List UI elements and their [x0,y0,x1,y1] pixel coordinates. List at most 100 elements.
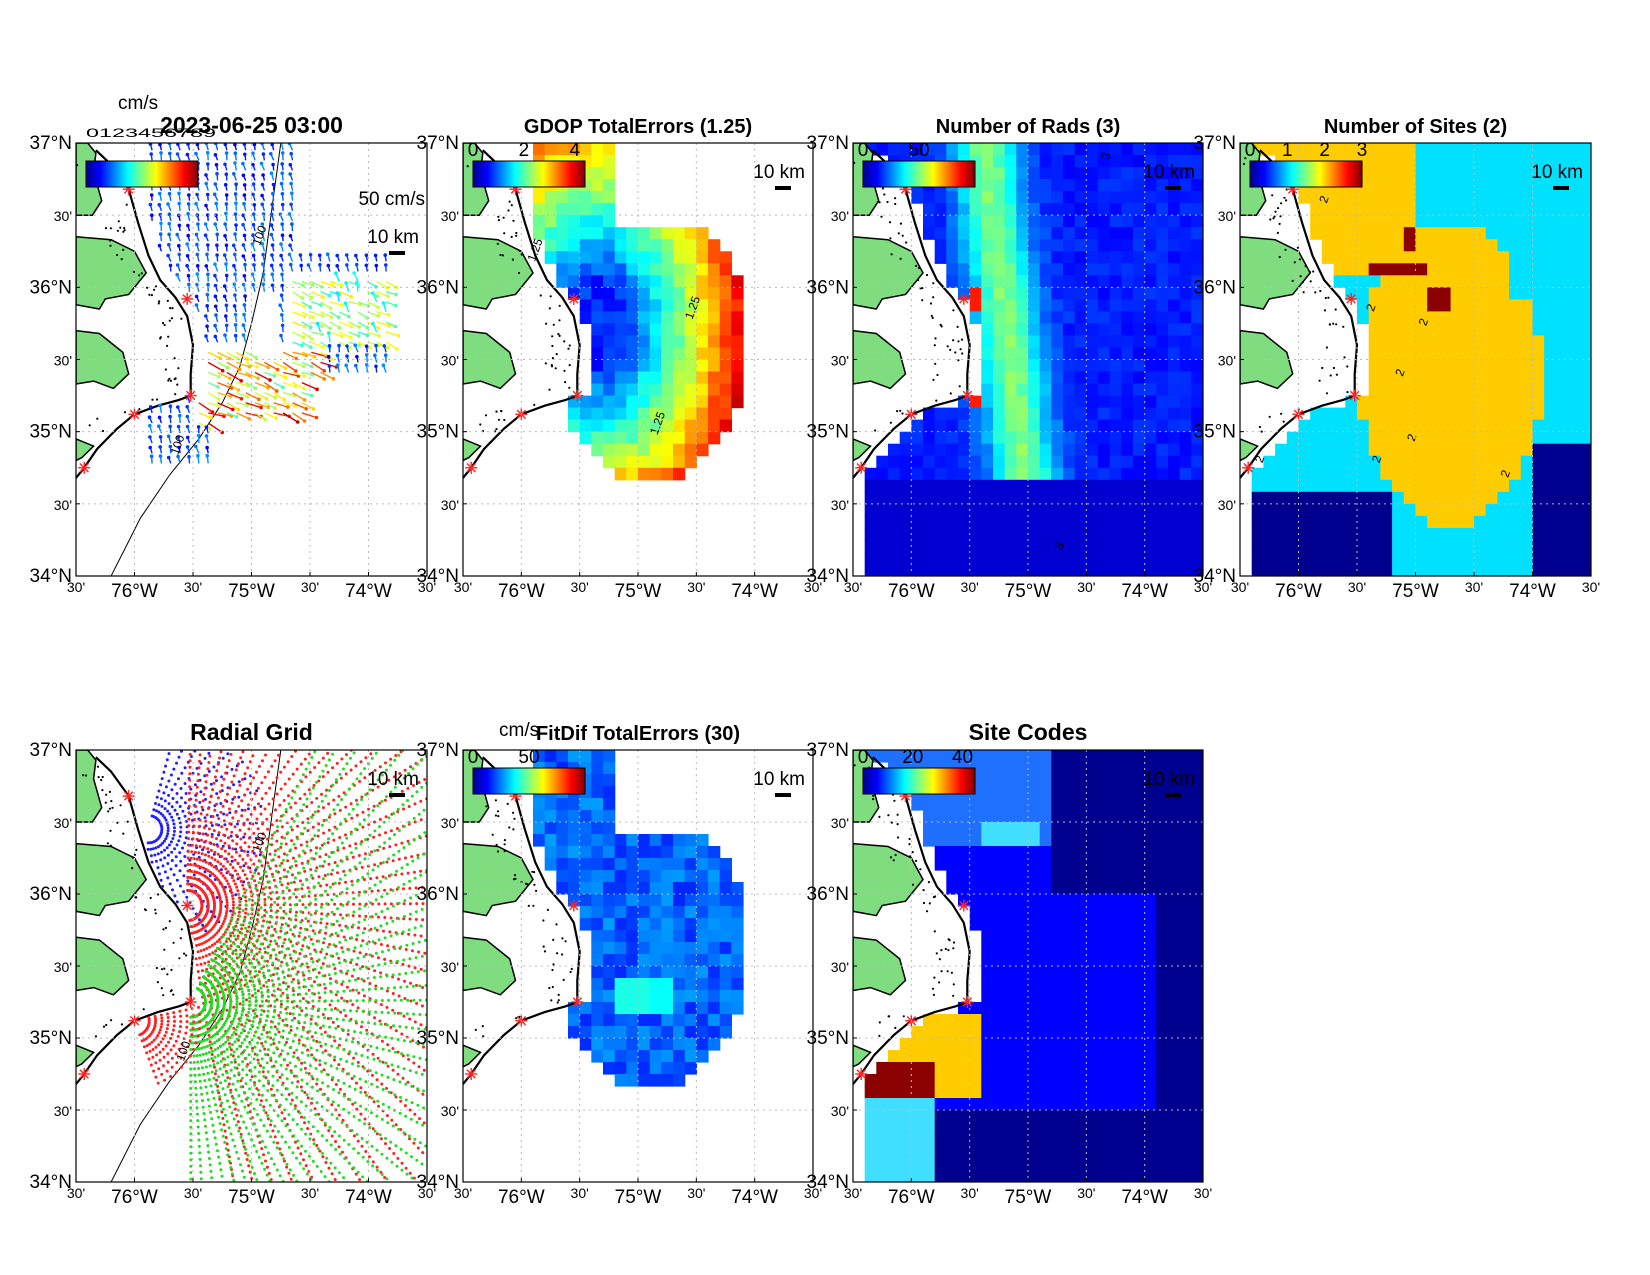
colorbar-tick-label: 0 [1245,140,1256,161]
scale-bar-label: 10 km [1531,162,1583,183]
contour-label: 2 [1252,453,1268,464]
lat-tick-label: 35°N [807,422,849,443]
lon-tick-label: 30' [687,1185,705,1201]
lon-tick-label: 30' [1077,579,1095,595]
colorbar-tick-label: 40 [952,747,973,768]
colorbar: 0123456789 cm/s [85,93,217,188]
contour-label: 2 [1316,194,1332,205]
lat-tick-label: 30' [54,353,72,369]
map-area-nrads: 33 [853,143,1203,576]
lon-tick-label: 76°W [111,1187,158,1208]
colorbar-tick-label: 4 [570,140,581,161]
lat-tick-label: 36°N [1194,277,1236,298]
lat-tick-label: 37°N [807,740,849,761]
contour-label: 1.25 [524,236,545,263]
lon-tick-label: 75°W [1005,581,1052,602]
lat-tick-label: 37°N [807,133,849,154]
contour-label: 2 [1404,432,1420,443]
lon-tick-label: 30' [571,579,589,595]
scale-bar-label: 10 km [753,162,805,183]
lat-tick-label: 30' [831,1103,849,1119]
lon-tick-label: 76°W [1275,581,1322,602]
panel-title: Radial Grid [190,719,313,745]
lon-tick-label: 30' [67,579,85,595]
site-marker [855,461,868,474]
lat-tick-label: 37°N [30,133,72,154]
lon-tick-label: 30' [1231,579,1249,595]
lat-tick-label: 36°N [807,884,849,905]
site-marker [957,899,970,912]
lat-tick-label: 34°N [807,566,849,587]
colorbar-tick-label: 0 [858,140,869,161]
panel-title: Site Codes [969,719,1088,745]
colorbar-tick-label: 3 [1357,140,1368,161]
lat-tick-label: 30' [54,815,72,831]
lat-tick-label: 30' [831,353,849,369]
lat-tick-label: 30' [441,353,459,369]
lat-tick-label: 30' [831,959,849,975]
lat-tick-label: 36°N [417,277,459,298]
lat-tick-label: 30' [1218,353,1236,369]
lon-tick-label: 30' [67,1185,85,1201]
lon-tick-label: 30' [1465,579,1483,595]
contour-label: 2 [1392,367,1408,378]
lon-tick-label: 30' [301,1185,319,1201]
site-marker [1345,292,1358,305]
lat-tick-label: 30' [441,815,459,831]
contour-label: 3 [1098,150,1114,161]
lon-tick-label: 74°W [731,1187,778,1208]
lon-tick-label: 30' [1194,1185,1212,1201]
lon-tick-label: 75°W [615,1187,662,1208]
site-marker [184,996,197,1008]
site-marker [465,1068,478,1080]
colorbar-units: cm/s [118,93,158,114]
lon-tick-label: 30' [571,1185,589,1201]
site-marker [184,389,197,402]
colorbar-tick-label: 0123456789 [86,126,217,140]
site-marker [78,1068,91,1080]
lon-tick-label: 30' [961,579,979,595]
lat-tick-label: 30' [441,1103,459,1119]
lat-tick-label: 30' [831,815,849,831]
colorbar-tick-label: 0 [468,140,479,161]
lat-tick-label: 37°N [417,740,459,761]
lon-tick-label: 74°W [1121,581,1168,602]
site-marker [465,461,478,474]
lat-tick-label: 34°N [1194,566,1236,587]
lon-tick-label: 74°W [731,581,778,602]
lat-tick-label: 30' [54,497,72,513]
lon-tick-label: 30' [687,579,705,595]
site-marker [961,996,974,1008]
site-marker [961,389,974,402]
colorbar: 0 1 2 3 [1245,140,1368,188]
lat-tick-label: 34°N [30,566,72,587]
panel-gdop: 1.251.251.2537°N30'36°N30'35°N30'34°N30'… [417,116,823,602]
map-area-fitdif [463,750,744,1087]
colorbar-units: cm/s [499,720,539,741]
lat-tick-label: 36°N [30,277,72,298]
lat-tick-label: 30' [441,959,459,975]
lat-tick-label: 30' [1218,497,1236,513]
colorbar-tick-label: 50 [518,747,539,768]
map-area-sitecodes [853,750,1203,1182]
site-marker [1242,461,1255,474]
lat-tick-label: 37°N [417,133,459,154]
lon-tick-label: 75°W [615,581,662,602]
colorbar: 0 20 40 [858,747,976,795]
lon-tick-label: 30' [418,1185,436,1201]
lon-tick-label: 76°W [111,581,158,602]
scale-bar-label: 10 km [1143,769,1195,790]
colorbar: 0 50 [858,140,976,188]
contour-label: 100 [249,830,269,854]
panel-sitecodes: 37°N30'36°N30'35°N30'34°N30' 76°W 30' 75°W 3… [807,719,1213,1208]
lon-tick-label: 30' [844,579,862,595]
lat-tick-label: 34°N [417,566,459,587]
map-area-gdop: 1.251.251.25 [463,143,744,481]
colorbar-tick-label: 2 [1319,140,1330,161]
lon-tick-label: 76°W [888,1187,935,1208]
colorbar-tick-label: 2 [519,140,530,161]
site-marker [567,292,580,305]
lon-tick-label: 76°W [498,1187,545,1208]
